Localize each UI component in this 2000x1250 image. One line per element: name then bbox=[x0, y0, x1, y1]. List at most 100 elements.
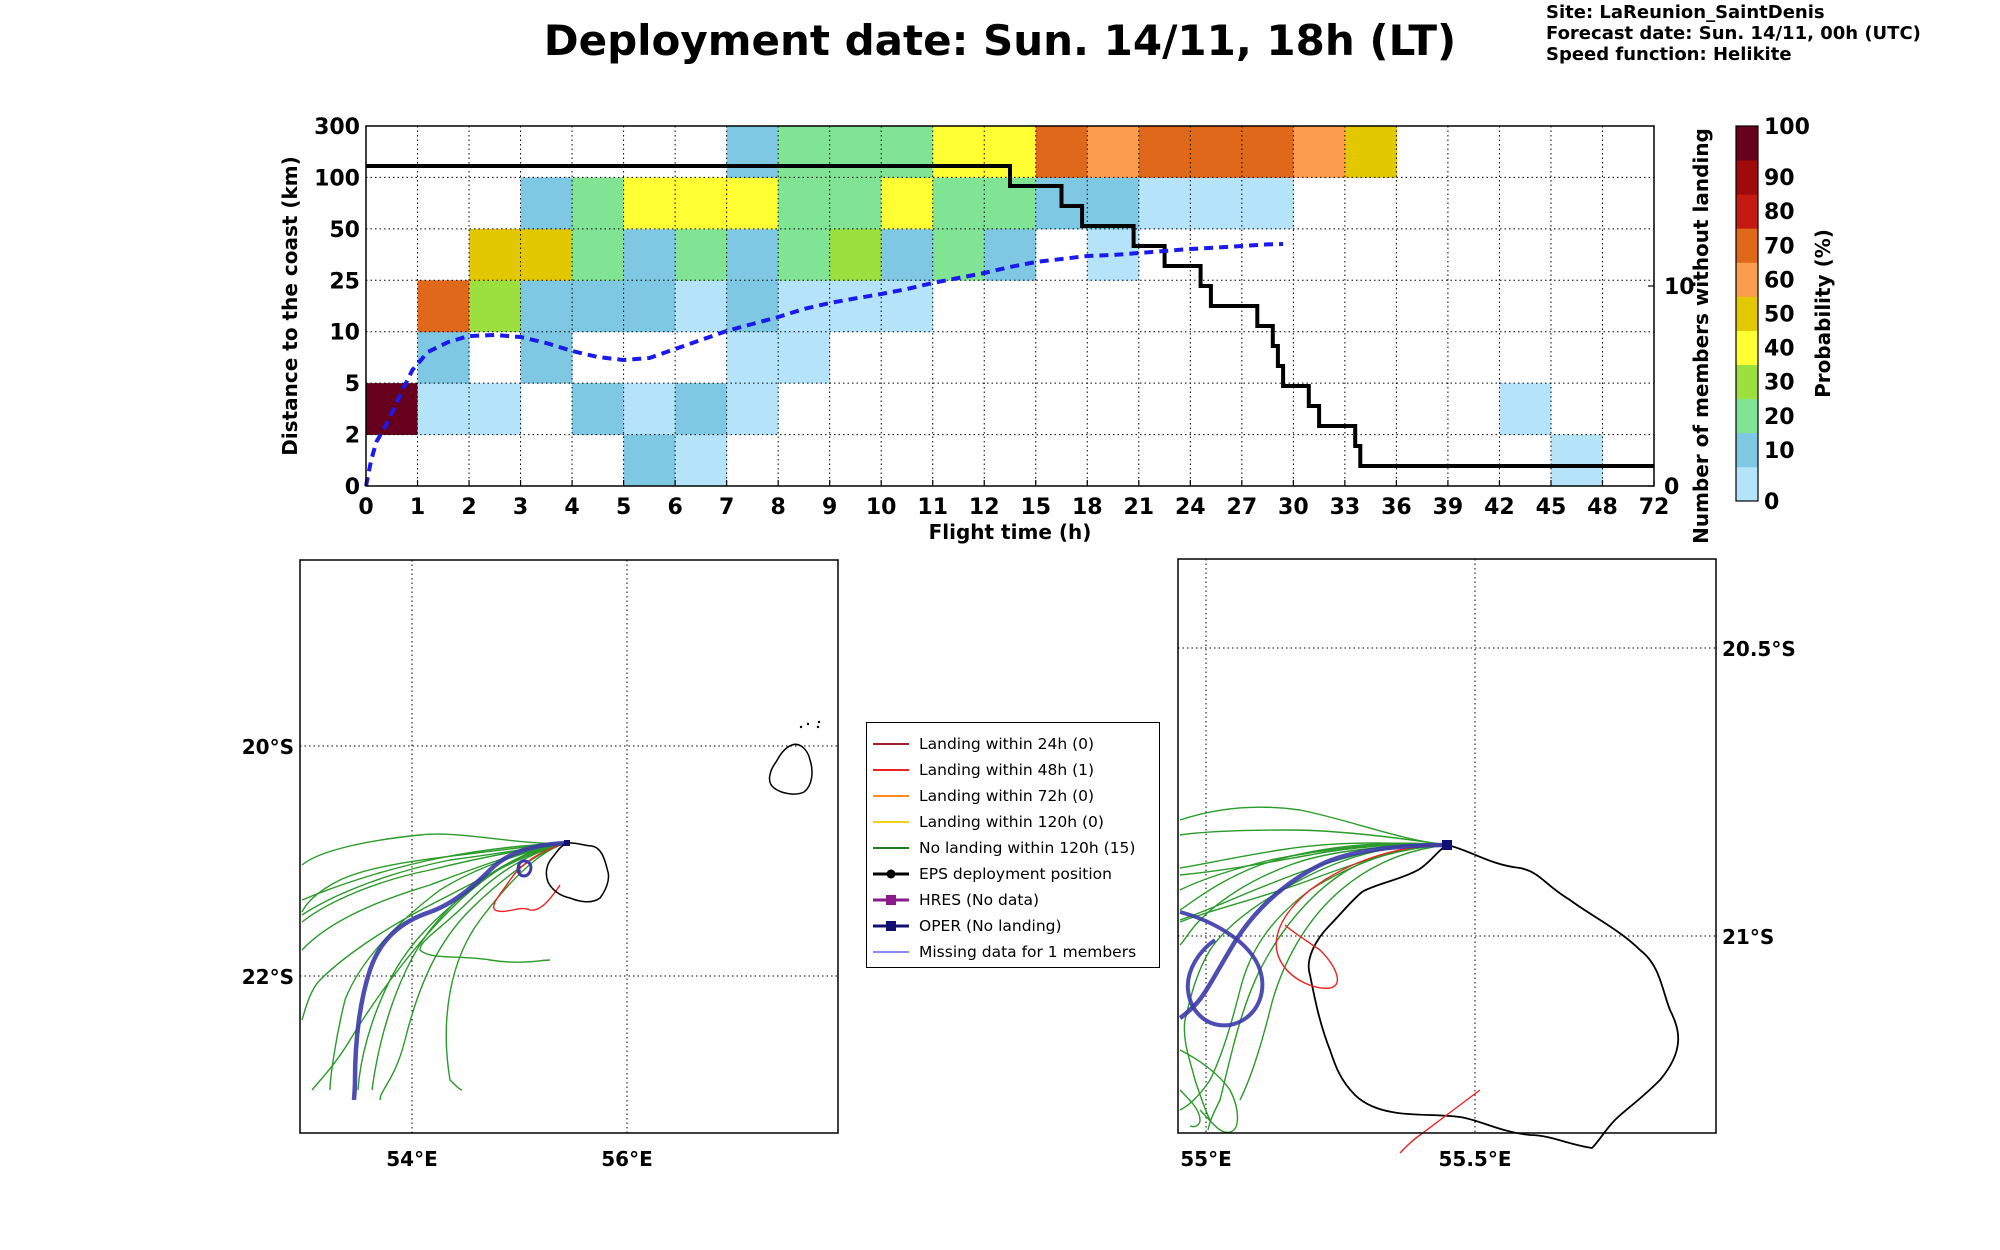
trajectory-landing-48h bbox=[1275, 844, 1448, 989]
site-label: Site: LaReunion_SaintDenis bbox=[1546, 2, 1825, 23]
legend-item: HRES (No data) bbox=[867, 887, 1159, 913]
x-tick-label: 4 bbox=[564, 495, 579, 520]
heatmap-cell bbox=[829, 280, 882, 333]
x-tick-label: 48 bbox=[1587, 495, 1618, 520]
figure-title: Deployment date: Sun. 14/11, 18h (LT) bbox=[543, 16, 1457, 65]
colorbar-segment bbox=[1736, 432, 1758, 468]
members-step-line bbox=[366, 164, 1654, 468]
x-tick-label: 30 bbox=[1278, 495, 1309, 520]
heatmap-cell bbox=[1035, 126, 1088, 178]
heatmap-cell bbox=[623, 383, 676, 435]
legend-marker bbox=[886, 895, 896, 905]
right-axis-label: Number of members without landing bbox=[1689, 128, 1713, 544]
heatmap-cell bbox=[469, 383, 521, 435]
trajectory-no-landing bbox=[379, 842, 568, 1101]
legend-label: Missing data for 1 members bbox=[919, 943, 1137, 961]
heatmap-cell bbox=[469, 280, 521, 333]
heatmap-cell bbox=[520, 228, 573, 281]
x-tick-label: 5 bbox=[616, 495, 631, 520]
forecast-label: Forecast date: Sun. 14/11, 00h (UTC) bbox=[1546, 23, 1921, 44]
info-block: Site: LaReunion_SaintDenis Forecast date… bbox=[1546, 2, 1921, 65]
x-tick-label: 21 bbox=[1123, 495, 1154, 520]
oper-start-marker bbox=[1442, 840, 1452, 850]
heatmap-cell bbox=[726, 228, 779, 281]
trajectory-no-landing bbox=[1179, 1089, 1201, 1128]
heatmap-cell bbox=[572, 228, 624, 281]
heatmap-cell bbox=[1499, 383, 1552, 435]
x-tick-label: 33 bbox=[1330, 495, 1361, 520]
colorbar-tick-label: 10 bbox=[1764, 439, 1795, 464]
legend-symbol bbox=[873, 869, 909, 879]
legend-label: Landing within 72h (0) bbox=[919, 787, 1095, 805]
lon-tick-label: 55.5°E bbox=[1438, 1147, 1511, 1171]
heatmap-cell bbox=[881, 177, 934, 230]
legend-symbol bbox=[873, 847, 909, 849]
heatmap-cell bbox=[1550, 434, 1603, 487]
heatmap-cell bbox=[572, 280, 624, 333]
lon-tick-label: 54°E bbox=[386, 1147, 438, 1171]
heatmap-cell bbox=[1190, 126, 1243, 178]
map-legend: Landing within 24h (0) Landing within 48h… bbox=[866, 722, 1160, 968]
x-tick-label: 1 bbox=[410, 495, 425, 520]
heatmap-cell bbox=[1138, 126, 1191, 178]
legend-symbol bbox=[873, 743, 909, 745]
trajectory-oper bbox=[351, 840, 568, 1101]
legend-label: Landing within 24h (0) bbox=[919, 735, 1095, 753]
trajectory-no-landing bbox=[1179, 829, 1448, 846]
colorbar-segment bbox=[1736, 296, 1758, 331]
legend-item: No landing within 120h (15) bbox=[867, 835, 1159, 861]
trajectory-no-landing bbox=[445, 842, 568, 1091]
legend-label: Landing within 48h (1) bbox=[919, 761, 1095, 779]
right-tick-label: 10 bbox=[1664, 275, 1695, 300]
heatmap-cell bbox=[675, 383, 728, 435]
x-tick-label: 8 bbox=[771, 495, 786, 520]
map-overview: 54°E 56°E 20°S 22°S bbox=[242, 559, 839, 1171]
legend-label: HRES (No data) bbox=[919, 891, 1039, 909]
heatmap-cell bbox=[932, 228, 985, 281]
x-tick-label: 11 bbox=[917, 495, 948, 520]
lat-tick-label: 20°S bbox=[242, 735, 294, 759]
trajectory-no-landing bbox=[311, 842, 568, 1091]
x-tick-label: 36 bbox=[1381, 495, 1412, 520]
heatmap-cell bbox=[778, 331, 831, 384]
heatmap-cell bbox=[520, 280, 573, 333]
trajectory-no-landing bbox=[329, 842, 568, 1091]
trajectory-no-landing bbox=[301, 842, 568, 913]
legend-label: No landing within 120h (15) bbox=[919, 839, 1136, 857]
map-frame bbox=[299, 559, 839, 1134]
heatmap-cell bbox=[829, 228, 882, 281]
plot-frame bbox=[365, 125, 1655, 487]
heatmap-cell bbox=[520, 177, 573, 230]
trajectory-oper-loop bbox=[1179, 910, 1265, 1028]
legend-label: Landing within 120h (0) bbox=[919, 813, 1104, 831]
legend-item: Landing within 48h (1) bbox=[867, 757, 1159, 783]
islet bbox=[799, 725, 803, 729]
colorbar-tick-label: 20 bbox=[1764, 405, 1795, 430]
reunion-coastline bbox=[545, 842, 610, 903]
x-tick-label: 42 bbox=[1484, 495, 1515, 520]
heatmap-cell bbox=[1241, 177, 1294, 230]
trajectory-no-landing bbox=[419, 842, 568, 963]
y-tick-label: 25 bbox=[329, 269, 360, 294]
distance-median-line bbox=[364, 242, 1284, 487]
trajectory-no-landing bbox=[1183, 843, 1448, 1121]
legend-symbol bbox=[873, 769, 909, 771]
x-tick-label: 12 bbox=[969, 495, 1000, 520]
oper-start-marker bbox=[564, 840, 570, 846]
colorbar-tick-label: 40 bbox=[1764, 337, 1795, 362]
islet bbox=[816, 725, 820, 729]
heatmap-cell bbox=[1087, 177, 1140, 230]
heatmap-cell bbox=[417, 280, 470, 333]
lat-tick-label: 21°S bbox=[1722, 925, 1774, 949]
y-tick-label: 100 bbox=[314, 166, 360, 191]
lat-tick-label: 22°S bbox=[242, 965, 294, 989]
colorbar-segment bbox=[1736, 466, 1758, 502]
speed-label: Speed function: Helikite bbox=[1546, 44, 1792, 65]
heatmap-cell bbox=[675, 177, 728, 230]
x-tick-label: 72 bbox=[1639, 495, 1670, 520]
heatmap-cell bbox=[829, 126, 882, 178]
colorbar-segment bbox=[1736, 126, 1758, 161]
legend-marker bbox=[886, 921, 896, 931]
legend-label: OPER (No landing) bbox=[919, 917, 1062, 935]
trajectory-no-landing bbox=[1179, 844, 1448, 923]
